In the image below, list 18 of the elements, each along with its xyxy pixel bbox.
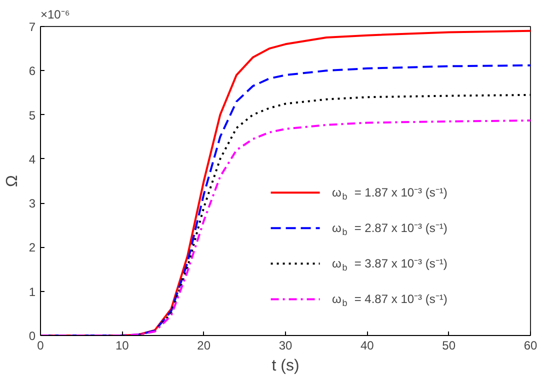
x-tick-label: 10: [115, 338, 130, 352]
y-tick-label: 0: [28, 329, 36, 343]
y-tick-label: 1: [28, 284, 36, 299]
x-tick-label: 40: [360, 338, 374, 352]
y-tick-label: 4: [28, 152, 36, 166]
x-tick-label: 20: [197, 338, 211, 352]
text: ×10⁻⁶: [40, 8, 70, 22]
x-tick-label: 30: [278, 338, 292, 352]
x-tick-label: 0: [37, 338, 44, 352]
y-tick-label: 6: [28, 64, 36, 78]
y-tick-label: 7: [28, 20, 36, 34]
y-tick-label: 3: [28, 196, 36, 211]
x-tick-label: 50: [442, 338, 456, 352]
y-tick-label: 5: [28, 108, 36, 122]
y-axis-title: Ω: [4, 174, 21, 187]
x-tick-label: 60: [524, 338, 538, 352]
x-axis-title: t (s): [272, 358, 300, 374]
y-tick-label: 2: [28, 240, 36, 255]
